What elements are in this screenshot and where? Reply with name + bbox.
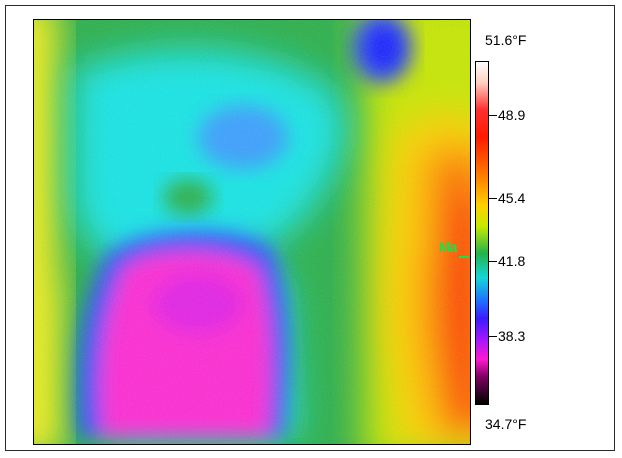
scale-min-label: 34.7°F — [485, 416, 527, 432]
temperature-scale-bar — [475, 61, 489, 405]
scale-tick-label: 45.4 — [498, 190, 526, 206]
thermal-image-window: Ma 51.6°F 48.9 45.4 41.8 38.3 34.7°F — [5, 5, 615, 451]
spot-marker[interactable]: Ma — [439, 239, 469, 258]
spot-marker-label: Ma — [439, 239, 457, 255]
scale-tick-label: 48.9 — [498, 107, 526, 123]
scale-tick — [489, 115, 497, 116]
scale-tick — [489, 336, 497, 337]
scale-tick — [489, 261, 497, 262]
spot-marker-line — [459, 256, 469, 258]
scale-tick-label: 38.3 — [498, 328, 526, 344]
scale-tick-label: 41.8 — [498, 253, 526, 269]
thermal-heatmap — [34, 20, 470, 444]
scale-tick — [489, 198, 497, 199]
thermal-image[interactable] — [33, 19, 471, 445]
scale-max-label: 51.6°F — [485, 32, 527, 48]
